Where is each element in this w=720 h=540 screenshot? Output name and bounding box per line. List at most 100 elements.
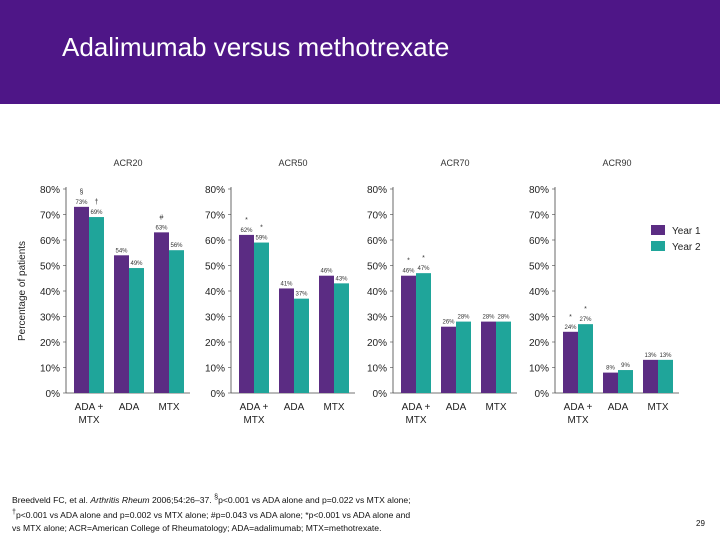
bar-acr50-year2 <box>254 243 269 393</box>
y-tick-label-acr70: 10% <box>367 364 387 375</box>
data-label: 37% <box>295 292 308 298</box>
y-tick-label-acr90: 20% <box>529 338 549 349</box>
data-label: 41% <box>280 281 293 287</box>
bar-acr90-year1 <box>563 332 578 393</box>
x-category-label: ADA <box>284 402 305 413</box>
x-category-label: ADA + MTX <box>75 402 104 426</box>
significance-marker: * <box>422 255 425 262</box>
y-tick-label-acr20: 40% <box>40 287 60 298</box>
bar-acr50-year1 <box>279 288 294 393</box>
x-category-label: ADA <box>608 402 629 413</box>
data-label: 46% <box>320 269 333 275</box>
bar-acr50-year2 <box>294 299 309 393</box>
bar-acr70-year1 <box>401 276 416 393</box>
data-label: 13% <box>644 353 657 359</box>
y-tick-label-acr50: 20% <box>205 338 225 349</box>
bar-acr90-year2 <box>618 370 633 393</box>
y-tick-label-acr70: 30% <box>367 313 387 324</box>
data-label: 27% <box>579 317 592 323</box>
y-axis-title: Percentage of patients <box>17 241 28 341</box>
y-tick-label-acr70: 80% <box>367 185 387 196</box>
legend-label: Year 2 <box>672 242 701 253</box>
y-tick-label-acr70: 0% <box>373 389 388 400</box>
y-tick-label-acr20: 10% <box>40 364 60 375</box>
x-category-label: ADA + MTX <box>240 402 269 426</box>
bar-acr50-year1 <box>319 276 334 393</box>
y-tick-label-acr50: 30% <box>205 313 225 324</box>
bar-acr20-year2 <box>89 217 104 393</box>
legend-swatch-year1 <box>651 225 665 235</box>
data-label: 69% <box>90 210 103 216</box>
note-2-text: p<0.001 vs ADA alone and p=0.002 vs MTX … <box>16 510 410 520</box>
bar-acr20-year1 <box>154 232 169 393</box>
y-tick-label-acr50: 80% <box>205 185 225 196</box>
y-tick-label-acr90: 40% <box>529 287 549 298</box>
bar-acr70-year2 <box>496 322 511 393</box>
significance-marker: † <box>95 199 99 206</box>
x-category-label: MTX <box>647 402 668 413</box>
page-number: 29 <box>696 519 705 528</box>
significance-marker: * <box>569 314 572 321</box>
y-tick-label-acr50: 0% <box>211 389 226 400</box>
bar-acr90-year2 <box>658 360 673 393</box>
significance-marker: * <box>584 306 587 313</box>
y-tick-label-acr20: 80% <box>40 185 60 196</box>
legend-label: Year 1 <box>672 226 701 237</box>
panel-title-acr50: ACR50 <box>278 158 307 168</box>
data-label: 47% <box>417 266 430 272</box>
data-label: 26% <box>442 320 455 326</box>
bar-acr70-year2 <box>456 322 471 393</box>
y-tick-label-acr90: 30% <box>529 313 549 324</box>
data-label: 13% <box>659 353 672 359</box>
x-category-label: MTX <box>323 402 344 413</box>
y-tick-label-acr20: 70% <box>40 211 60 222</box>
footnote-line-2: †p<0.001 vs ADA alone and p=0.002 vs MTX… <box>12 506 612 521</box>
data-label: 28% <box>482 315 495 321</box>
x-category-label: MTX <box>158 402 179 413</box>
bar-acr50-year1 <box>239 235 254 393</box>
significance-marker: * <box>245 217 248 224</box>
data-label: 24% <box>564 325 577 331</box>
panel-title-acr70: ACR70 <box>440 158 469 168</box>
bar-acr70-year1 <box>441 327 456 393</box>
x-category-label: ADA + MTX <box>402 402 431 426</box>
bar-acr20-year1 <box>114 255 129 393</box>
y-tick-label-acr90: 50% <box>529 262 549 273</box>
data-label: 63% <box>155 225 168 231</box>
citation-rest: 2006;54:26–37. <box>150 495 215 505</box>
significance-marker: # <box>160 214 164 221</box>
significance-marker: * <box>407 258 410 265</box>
y-tick-label-acr20: 50% <box>40 262 60 273</box>
y-tick-label-acr70: 20% <box>367 338 387 349</box>
y-tick-label-acr20: 30% <box>40 313 60 324</box>
citation-journal: Arthritis Rheum <box>90 495 149 505</box>
y-tick-label-acr90: 0% <box>535 389 550 400</box>
x-category-label: ADA + MTX <box>564 402 593 426</box>
data-label: 59% <box>255 236 268 242</box>
data-label: 49% <box>130 261 143 267</box>
footnote-line-1: Breedveld FC, et al. Arthritis Rheum 200… <box>12 491 612 506</box>
y-tick-label-acr50: 50% <box>205 262 225 273</box>
bar-acr20-year2 <box>169 250 184 393</box>
y-tick-label-acr50: 10% <box>205 364 225 375</box>
y-tick-label-acr70: 40% <box>367 287 387 298</box>
bar-acr90-year1 <box>603 373 618 393</box>
bar-acr70-year1 <box>481 322 496 393</box>
data-label: 56% <box>170 243 183 249</box>
note-1-text: p<0.001 vs ADA alone and p=0.022 vs MTX … <box>218 495 411 505</box>
citation-authors: Breedveld FC, et al. <box>12 495 90 505</box>
data-label: 28% <box>497 315 510 321</box>
significance-marker: § <box>80 189 84 196</box>
y-tick-label-acr50: 40% <box>205 287 225 298</box>
bar-acr90-year2 <box>578 324 593 393</box>
data-label: 62% <box>240 228 253 234</box>
y-tick-label-acr50: 60% <box>205 236 225 247</box>
x-category-label: ADA <box>446 402 467 413</box>
y-tick-label-acr90: 70% <box>529 211 549 222</box>
data-label: 8% <box>606 366 615 372</box>
bar-acr20-year2 <box>129 268 144 393</box>
x-category-label: ADA <box>119 402 140 413</box>
y-tick-label-acr20: 0% <box>46 389 61 400</box>
bar-acr20-year1 <box>74 207 89 393</box>
footnote-line-3: vs MTX alone; ACR=American College of Rh… <box>12 522 612 535</box>
